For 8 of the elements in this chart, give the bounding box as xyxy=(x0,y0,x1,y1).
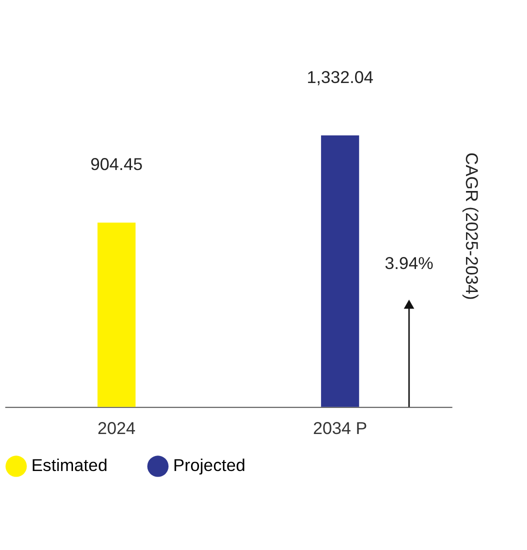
legend-label: Projected xyxy=(173,456,246,476)
text: CAGR (2025-2034) xyxy=(462,152,482,300)
legend-label: Estimated xyxy=(31,456,108,476)
data-label: 904.45 xyxy=(90,155,143,174)
x-tick-label: 2034 P xyxy=(312,419,368,438)
data-label: 1,332.04 xyxy=(306,68,374,88)
x-tick-label: 2024 xyxy=(98,419,136,438)
annotation: 3.94% xyxy=(384,254,434,273)
